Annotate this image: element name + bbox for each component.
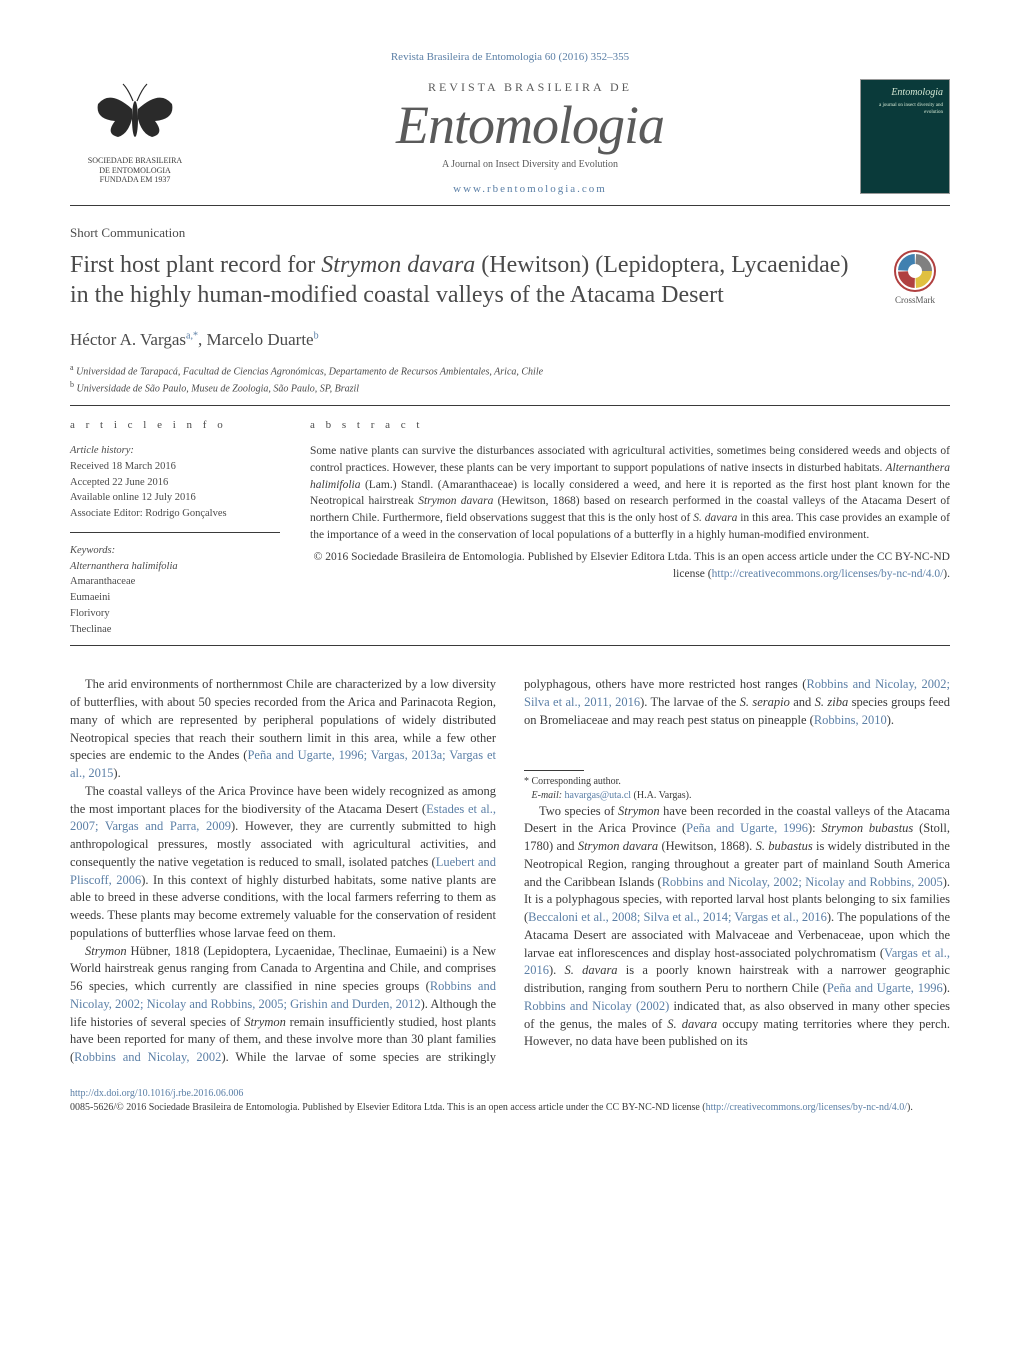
author-2: , Marcelo Duarte (198, 330, 314, 349)
body-para-1: The arid environments of northernmost Ch… (70, 676, 496, 783)
article-info-column: a r t i c l e i n f o Article history: R… (70, 418, 280, 638)
body-para-2: The coastal valleys of the Arica Provinc… (70, 783, 496, 943)
author-2-affil: b (314, 331, 319, 342)
society-logo: SOCIEDADE BRASILEIRA DE ENTOMOLOGIA FUND… (70, 79, 200, 184)
affiliation-b: Universidade de São Paulo, Museu de Zool… (77, 384, 360, 395)
citation-link[interactable]: Robbins and Nicolay, 2002 (74, 1050, 221, 1064)
associate-editor: Associate Editor: Rodrigo Gonçalves (70, 506, 280, 522)
issn-copyright: 0085-5626/© 2016 Sociedade Brasileira de… (70, 1102, 706, 1113)
license-link-footer[interactable]: http://creativecommons.org/licenses/by-n… (706, 1102, 907, 1113)
article-type: Short Communication (70, 224, 950, 242)
received-date: Received 18 March 2016 (70, 459, 280, 475)
keyword: Alternanthera halimifolia (70, 559, 280, 575)
crossmark-badge[interactable]: CrossMark (880, 250, 950, 307)
license-link[interactable]: http://creativecommons.org/licenses/by-n… (712, 568, 944, 580)
society-name-1: SOCIEDADE BRASILEIRA (70, 156, 200, 166)
abstract-text: Some native plants can survive the distu… (310, 443, 950, 543)
body-para-4: Two species of Strymon have been recorde… (524, 803, 950, 1052)
issn-close: ). (907, 1102, 913, 1113)
keyword: Eumaeini (70, 590, 280, 606)
online-date: Available online 12 July 2016 (70, 490, 280, 506)
divider (70, 205, 950, 206)
keyword: Florivory (70, 606, 280, 622)
society-name-3: FUNDADA EM 1937 (70, 175, 200, 185)
citation-link[interactable]: Peña and Ugarte, 1996 (827, 981, 943, 995)
info-heading: a r t i c l e i n f o (70, 418, 280, 433)
crossmark-icon (894, 250, 936, 292)
abstract-species-2: Strymon davara (418, 495, 493, 507)
affiliation-a: Universidad de Tarapacá, Facultad de Cie… (76, 366, 543, 377)
body-text: The arid environments of northernmost Ch… (70, 676, 950, 1067)
keyword: Amaranthaceae (70, 574, 280, 590)
keywords-label: Keywords: (70, 543, 280, 559)
running-header: Revista Brasileira de Entomologia 60 (20… (70, 50, 950, 65)
journal-cover-thumbnail: Entomologia a journal on insect diversit… (860, 79, 950, 194)
abstract-p1: Some native plants can survive the distu… (310, 445, 950, 474)
doi-link[interactable]: http://dx.doi.org/10.1016/j.rbe.2016.06.… (70, 1088, 243, 1099)
cover-sub: a journal on insect diversity and evolut… (867, 102, 943, 116)
author-1-affil: a,* (186, 331, 198, 342)
authors: Héctor A. Vargasa,*, Marcelo Duarteb (70, 328, 950, 352)
citation-link[interactable]: Robbins, 2010 (814, 713, 887, 727)
society-name-2: DE ENTOMOLOGIA (70, 166, 200, 176)
accepted-date: Accepted 22 June 2016 (70, 475, 280, 491)
affiliations: a Universidad de Tarapacá, Facultad de C… (70, 362, 950, 397)
divider (70, 405, 950, 406)
author-1: Héctor A. Vargas (70, 330, 186, 349)
abstract-copyright: © 2016 Sociedade Brasileira de Entomolog… (310, 549, 950, 582)
author-email[interactable]: havargas@uta.cl (565, 790, 632, 801)
email-label: E-mail: (532, 790, 563, 801)
butterfly-icon (90, 79, 180, 149)
abstract-species-3: S. davara (693, 512, 737, 524)
corresponding-author-label: Corresponding author. (532, 776, 621, 787)
divider (70, 645, 950, 646)
article-title: First host plant record for Strymon dava… (70, 250, 880, 310)
journal-subtitle: A Journal on Insect Diversity and Evolut… (220, 158, 840, 172)
cover-title: Entomologia (867, 86, 943, 100)
history-label: Article history: (70, 443, 280, 459)
title-text-1: First host plant record for (70, 252, 321, 278)
title-species: Strymon davara (321, 252, 475, 278)
citation-link[interactable]: Peña and Ugarte, 1996 (686, 821, 808, 835)
abstract-column: a b s t r a c t Some native plants can s… (310, 418, 950, 638)
journal-header: SOCIEDADE BRASILEIRA DE ENTOMOLOGIA FUND… (70, 79, 950, 197)
citation-link[interactable]: Robbins and Nicolay (2002) (524, 999, 669, 1013)
citation-link[interactable]: Beccaloni et al., 2008; Silva et al., 20… (528, 910, 827, 924)
abstract-heading: a b s t r a c t (310, 418, 950, 433)
journal-url[interactable]: www.rbentomologia.com (220, 182, 840, 197)
footnotes: * Corresponding author. E-mail: havargas… (524, 770, 950, 803)
copyright-close: ). (943, 568, 950, 580)
journal-title: Entomologia (220, 88, 840, 164)
citation-link[interactable]: Robbins and Nicolay, 2002; Nicolay and R… (662, 875, 943, 889)
journal-title-block: REVISTA BRASILEIRA DE Entomologia A Jour… (200, 79, 860, 197)
citation-link[interactable]: Nicolay and Robbins, 2005; Grishin and D… (147, 997, 421, 1011)
crossmark-label: CrossMark (895, 295, 935, 305)
email-attribution: (H.A. Vargas). (631, 790, 691, 801)
page-footer: http://dx.doi.org/10.1016/j.rbe.2016.06.… (70, 1087, 950, 1115)
keyword: Theclinae (70, 622, 280, 638)
